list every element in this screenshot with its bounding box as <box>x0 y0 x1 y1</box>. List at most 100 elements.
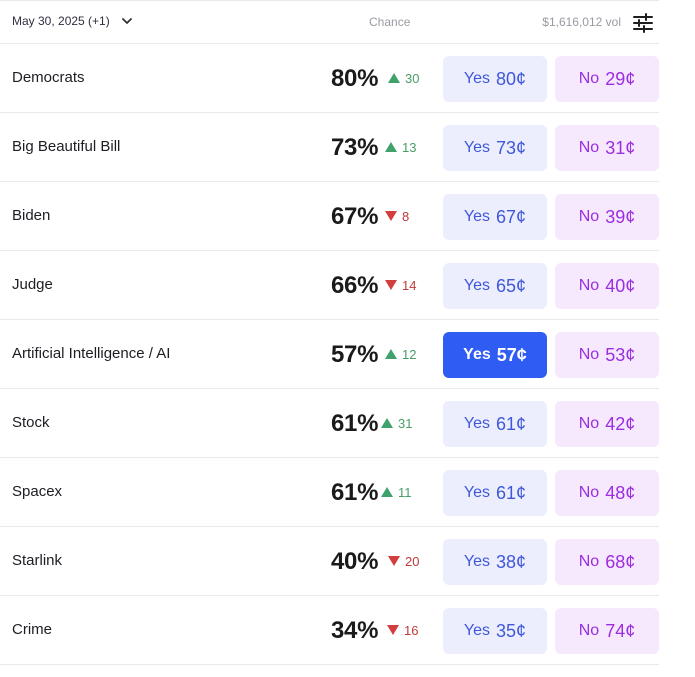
triangle-down-icon <box>385 211 397 221</box>
market-name: Judge <box>12 276 53 293</box>
yes-label: Yes <box>463 484 491 501</box>
date-selector[interactable]: May 30, 2025 (+1) <box>12 14 134 28</box>
yes-price: 57¢ <box>496 344 527 365</box>
triangle-up-icon <box>381 487 393 497</box>
no-price: 53¢ <box>605 344 636 365</box>
buy-yes-button[interactable]: Yes 35¢ <box>443 608 547 654</box>
delta-value: 30 <box>405 70 420 86</box>
triangle-down-icon <box>388 556 400 566</box>
no-price: 39¢ <box>605 206 636 227</box>
list-header: May 30, 2025 (+1) Chance $1,616,012 vol <box>0 1 659 44</box>
market-row[interactable]: Spacex 61% 11 Yes 61¢ No 48¢ <box>0 458 659 527</box>
market-row[interactable]: Big Beautiful Bill 73% 13 Yes 73¢ No 31¢ <box>0 113 659 182</box>
chance-delta: 11 <box>381 458 412 526</box>
triangle-down-icon <box>387 625 399 635</box>
no-label: No <box>578 484 600 501</box>
buy-yes-button[interactable]: Yes 65¢ <box>443 263 547 309</box>
buy-no-button[interactable]: No 74¢ <box>555 608 659 654</box>
market-row[interactable]: Starlink 40% 20 Yes 38¢ No 68¢ <box>0 527 659 596</box>
market-row[interactable]: Stock 61% 31 Yes 61¢ No 42¢ <box>0 389 659 458</box>
chance-delta: 31 <box>381 389 412 457</box>
triangle-up-icon <box>385 349 397 359</box>
no-label: No <box>578 346 600 363</box>
yes-label: Yes <box>463 415 491 432</box>
no-price: 40¢ <box>605 275 636 296</box>
no-price: 74¢ <box>605 620 636 641</box>
buy-no-button[interactable]: No 29¢ <box>555 56 659 102</box>
chance-delta: 13 <box>385 113 416 181</box>
market-name: Artificial Intelligence / AI <box>12 345 171 362</box>
buy-yes-button[interactable]: Yes 38¢ <box>443 539 547 585</box>
no-price: 68¢ <box>605 551 636 572</box>
buy-yes-button[interactable]: Yes 67¢ <box>443 194 547 240</box>
buy-no-button[interactable]: No 48¢ <box>555 470 659 516</box>
sliders-icon[interactable] <box>632 12 654 34</box>
buy-no-button[interactable]: No 31¢ <box>555 125 659 171</box>
buy-yes-button[interactable]: Yes 73¢ <box>443 125 547 171</box>
volume-label: $1,616,012 vol <box>542 15 621 29</box>
chance-value: 40% <box>331 548 379 575</box>
chance-value: 73% <box>331 134 379 161</box>
buy-no-button[interactable]: No 40¢ <box>555 263 659 309</box>
market-name: Democrats <box>12 69 85 86</box>
yes-label: Yes <box>463 346 491 363</box>
chance-delta: 14 <box>385 251 416 319</box>
delta-value: 12 <box>402 346 417 362</box>
date-label: May 30, 2025 (+1) <box>12 14 110 28</box>
no-label: No <box>578 553 600 570</box>
yes-price: 35¢ <box>496 620 527 641</box>
yes-label: Yes <box>463 553 491 570</box>
yes-price: 38¢ <box>496 551 527 572</box>
market-name: Crime <box>12 621 52 638</box>
chance-value: 66% <box>331 272 379 299</box>
market-row[interactable]: Judge 66% 14 Yes 65¢ No 40¢ <box>0 251 659 320</box>
chevron-down-icon <box>120 14 134 28</box>
yes-label: Yes <box>463 277 491 294</box>
delta-value: 20 <box>405 553 420 569</box>
chance-value: 80% <box>331 65 379 92</box>
delta-value: 13 <box>402 139 417 155</box>
market-row[interactable]: Crime 34% 16 Yes 35¢ No 74¢ <box>0 596 659 665</box>
no-label: No <box>578 139 600 156</box>
chance-value: 61% <box>331 410 379 437</box>
buy-yes-button[interactable]: Yes 80¢ <box>443 56 547 102</box>
chance-delta: 30 <box>388 44 419 112</box>
delta-value: 8 <box>402 208 410 224</box>
yes-label: Yes <box>463 70 491 87</box>
buy-no-button[interactable]: No 68¢ <box>555 539 659 585</box>
yes-label: Yes <box>463 208 491 225</box>
no-label: No <box>578 208 600 225</box>
chance-value: 57% <box>331 341 379 368</box>
chance-delta: 12 <box>385 320 416 388</box>
yes-price: 61¢ <box>496 482 527 503</box>
buy-yes-button[interactable]: Yes 61¢ <box>443 401 547 447</box>
chance-value: 61% <box>331 479 379 506</box>
yes-price: 73¢ <box>496 137 527 158</box>
buy-no-button[interactable]: No 53¢ <box>555 332 659 378</box>
market-row[interactable]: Biden 67% 8 Yes 67¢ No 39¢ <box>0 182 659 251</box>
triangle-up-icon <box>385 142 397 152</box>
delta-value: 14 <box>402 277 417 293</box>
delta-value: 16 <box>404 622 419 638</box>
no-price: 31¢ <box>605 137 636 158</box>
market-name: Big Beautiful Bill <box>12 138 121 155</box>
buy-yes-button[interactable]: Yes 61¢ <box>443 470 547 516</box>
yes-price: 61¢ <box>496 413 527 434</box>
buy-no-button[interactable]: No 39¢ <box>555 194 659 240</box>
market-row[interactable]: Artificial Intelligence / AI 57% 12 Yes 57¢ N… <box>0 320 659 389</box>
delta-value: 31 <box>398 415 413 431</box>
market-name: Stock <box>12 414 50 431</box>
market-list: Democrats 80% 30 Yes 80¢ No 29¢ Big Beautiful B… <box>0 44 659 665</box>
chance-delta: 16 <box>387 596 418 664</box>
market-name: Starlink <box>12 552 63 569</box>
yes-label: Yes <box>463 139 491 156</box>
buy-yes-button[interactable]: Yes 57¢ <box>443 332 547 378</box>
chance-delta: 8 <box>385 182 409 250</box>
market-row[interactable]: Democrats 80% 30 Yes 80¢ No 29¢ <box>0 44 659 113</box>
triangle-down-icon <box>385 280 397 290</box>
no-price: 29¢ <box>605 68 636 89</box>
buy-no-button[interactable]: No 42¢ <box>555 401 659 447</box>
yes-label: Yes <box>463 622 491 639</box>
no-label: No <box>578 70 600 87</box>
